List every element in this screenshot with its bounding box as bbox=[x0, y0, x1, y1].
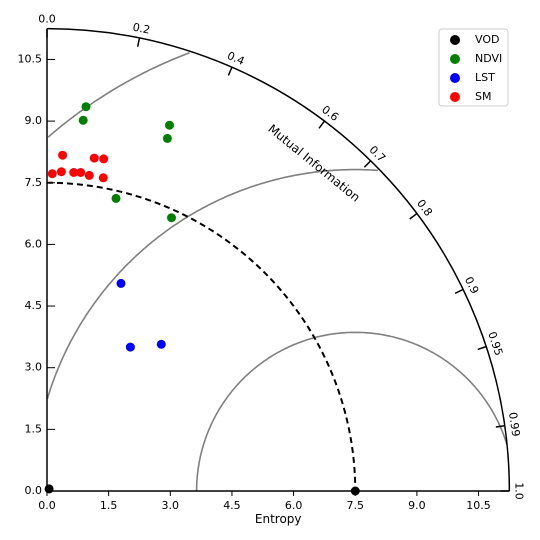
legend-label-ndvi: NDVI bbox=[475, 52, 502, 65]
correlation-tick-4 bbox=[363, 160, 372, 168]
x-tick-label-3: 4.5 bbox=[223, 499, 241, 512]
y-tick-label-5: 7.5 bbox=[25, 176, 43, 189]
correlation-tick-label-3: 0.6 bbox=[319, 103, 341, 124]
y-tick-label-1: 1.5 bbox=[25, 422, 43, 435]
x-tick-label-2: 3.0 bbox=[162, 499, 180, 512]
legend-label-vod: VOD bbox=[475, 33, 499, 46]
outer-arc bbox=[46, 27, 511, 492]
x-tick-label-4: 6.0 bbox=[285, 499, 303, 512]
y-tick-label-2: 3.0 bbox=[25, 361, 43, 374]
correlation-tick-7 bbox=[477, 345, 487, 351]
correlation-tick-label-0: 0.0 bbox=[38, 13, 56, 26]
x-tick-label-6: 9.0 bbox=[408, 499, 426, 512]
reference-dashed-arc bbox=[46, 181, 357, 492]
legend-label-sm: SM bbox=[475, 90, 491, 103]
point-sm-0 bbox=[47, 169, 57, 179]
correlation-tick-2 bbox=[227, 66, 233, 76]
rms-contour-1 bbox=[195, 331, 508, 491]
point-sm-3 bbox=[69, 168, 79, 177]
correlation-tick-6 bbox=[454, 288, 464, 295]
point-vod-1 bbox=[44, 484, 54, 494]
legend-marker-vod bbox=[450, 35, 460, 45]
data-points bbox=[44, 102, 360, 496]
point-sm-8 bbox=[98, 173, 108, 183]
correlation-tick-8 bbox=[495, 425, 505, 428]
point-sm-4 bbox=[76, 168, 86, 177]
rms-contours bbox=[46, 51, 508, 491]
correlation-tick-5 bbox=[409, 212, 418, 220]
rms-contour-3 bbox=[47, 51, 190, 138]
point-sm-7 bbox=[99, 154, 109, 164]
x-tick-label-5: 7.5 bbox=[347, 499, 365, 512]
legend-marker-lst bbox=[450, 73, 460, 83]
point-ndvi-0 bbox=[81, 102, 91, 112]
x-tick-label-1: 1.5 bbox=[100, 499, 118, 512]
point-ndvi-1 bbox=[78, 115, 88, 125]
x-axis: 0.0 1.5 3.0 4.5 6.0 7.5 9.0 10.5 bbox=[38, 491, 491, 512]
legend-marker-sm bbox=[450, 92, 460, 102]
arc-axis-title: Mutual Information bbox=[265, 122, 362, 205]
point-sm-5 bbox=[84, 170, 94, 180]
correlation-tick-label-9: 1.0 bbox=[512, 482, 525, 500]
point-vod-0 bbox=[350, 486, 360, 496]
point-ndvi-4 bbox=[111, 193, 121, 203]
correlation-tick-label-8: 0.99 bbox=[506, 411, 522, 437]
point-ndvi-5 bbox=[167, 213, 176, 223]
point-lst-0 bbox=[116, 278, 126, 288]
reference-arc bbox=[46, 181, 357, 492]
y-tick-label-4: 6.0 bbox=[25, 237, 43, 250]
y-axis: 0.0 1.5 3.0 4.5 6.0 7.5 9.0 10.5 bbox=[18, 52, 55, 497]
point-sm-6 bbox=[89, 153, 99, 163]
point-sm-1 bbox=[56, 167, 66, 177]
legend-marker-ndvi bbox=[450, 54, 460, 64]
y-tick-label-7: 10.5 bbox=[18, 52, 43, 65]
point-lst-1 bbox=[125, 342, 135, 352]
x-axis-title: Entropy bbox=[255, 512, 302, 526]
correlation-tick-label-2: 0.4 bbox=[225, 49, 246, 68]
plot-frame bbox=[46, 27, 511, 492]
correlation-tick-3 bbox=[318, 120, 326, 129]
y-tick-label-6: 9.0 bbox=[25, 114, 43, 127]
legend-label-lst: LST bbox=[475, 71, 495, 84]
y-tick-label-3: 4.5 bbox=[25, 299, 43, 312]
correlation-tick-label-5: 0.8 bbox=[414, 197, 435, 219]
y-tick-label-0: 0.0 bbox=[25, 484, 43, 497]
correlation-tick-label-1: 0.2 bbox=[131, 21, 151, 37]
x-tick-label-0: 0.0 bbox=[38, 499, 56, 512]
point-ndvi-3 bbox=[162, 133, 172, 143]
point-sm-2 bbox=[58, 150, 68, 160]
legend-box bbox=[438, 28, 509, 107]
correlation-tick-1 bbox=[136, 37, 141, 47]
point-ndvi-2 bbox=[165, 120, 174, 130]
legend: VOD NDVI LST SM bbox=[438, 28, 509, 107]
point-lst-2 bbox=[156, 339, 166, 349]
rms-contour-2 bbox=[46, 168, 378, 400]
x-tick-label-7: 10.5 bbox=[466, 499, 491, 512]
